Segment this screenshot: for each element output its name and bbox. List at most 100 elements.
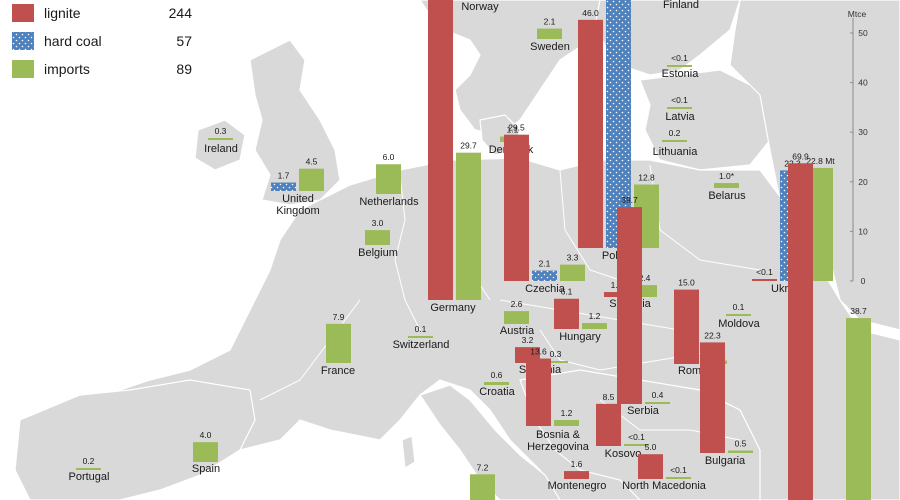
bar-value-label: 2.1 xyxy=(544,17,556,27)
bar-value-label: 29.7 xyxy=(460,141,477,151)
bar-value-label: 0.1 xyxy=(733,302,745,312)
bar-hard_coal-czechia xyxy=(532,270,557,281)
country-group-belarus: 1.0* Belarus xyxy=(708,171,746,202)
bar-value-label: 0.2 xyxy=(669,128,681,138)
legend-value-imports: 89 xyxy=(176,61,192,77)
country-group-croatia: 0.6 Croatia xyxy=(479,370,515,398)
country-group-portugal: 0.2 Portugal xyxy=(69,456,110,483)
country-name-label: Spain xyxy=(192,463,220,475)
bar-imports-sweden xyxy=(537,28,562,39)
bar-value-label: 1.2 xyxy=(561,408,573,418)
bar-imports-netherlands xyxy=(376,164,401,194)
country-name-label: Latvia xyxy=(665,111,695,123)
country-group-turkey: 38.7Turkey xyxy=(846,306,871,500)
bar-imports-kosovo xyxy=(624,444,649,446)
bar-lignite-poland xyxy=(578,19,603,249)
bar-value-label: 6.0 xyxy=(383,152,395,162)
country-name-label: Czechia xyxy=(525,283,566,295)
country-name-label: Bosnia & xyxy=(536,429,581,441)
bar-value-label: 1.2 xyxy=(589,311,601,321)
country-group-moldova: 0.1 Moldova xyxy=(718,302,760,330)
bar-value-label: <0.1 xyxy=(756,267,773,277)
bar-value-label: 39.7 xyxy=(621,195,638,205)
bar-value-label: 4.5 xyxy=(306,157,318,167)
bar-value-label: 2.6 xyxy=(511,299,523,309)
bar-value-label: 0.3 xyxy=(215,126,227,136)
bar-value-label: 1.1 xyxy=(507,125,519,135)
bar-value-label: 7.9 xyxy=(333,312,345,322)
landmass-italy xyxy=(419,384,561,500)
bar-imports-czechia xyxy=(560,264,585,281)
country-group-czechia: 29.5 2.1 3.3 Czechia xyxy=(504,123,585,295)
bar-imports-croatia xyxy=(484,382,509,385)
bar-imports-austria xyxy=(504,311,529,324)
bar-value-label: 22.3 xyxy=(704,330,721,340)
scale-unit-label: Mtce xyxy=(848,9,867,19)
scale-tick-label: 50 xyxy=(858,28,868,38)
bar-imports-slovakia xyxy=(632,285,657,297)
border-line xyxy=(394,174,421,331)
bar-imports-slovenia xyxy=(543,361,568,363)
legend-value-hard_coal: 57 xyxy=(176,33,192,49)
legend-swatch-imports xyxy=(12,60,34,78)
bar-lignite-romania xyxy=(674,289,699,364)
bar-value-label: 15.0 xyxy=(678,278,695,288)
legend-swatch-hard_coal xyxy=(12,32,34,50)
bar-value-label: 13.6 xyxy=(530,347,547,357)
country-group-serbia: 39.7 0.4 Serbia xyxy=(617,195,670,417)
bar-lignite-bulgaria xyxy=(700,342,725,453)
country-name-label: Austria xyxy=(500,325,535,337)
bar-value-label: 3.0 xyxy=(372,218,384,228)
bar-value-label: 46.0 xyxy=(582,8,599,18)
country-group-norway: Norway xyxy=(461,1,499,13)
border-line xyxy=(259,299,361,401)
bar-value-label: 0.2 xyxy=(83,456,95,466)
bar-imports-italy xyxy=(470,474,495,500)
bar-hard_coal-united-kingdom xyxy=(271,182,296,191)
bar-value-label: 38.7 xyxy=(850,306,867,316)
bar-imports-portugal xyxy=(76,468,101,470)
bar-imports-belarus xyxy=(714,183,739,188)
country-name-label: Hungary xyxy=(559,331,601,343)
bar-lignite-czechia xyxy=(504,134,529,281)
legend: lignite 244 hard coal 57 imports 89 xyxy=(12,4,192,78)
country-name-label: North Macedonia xyxy=(622,480,707,492)
bar-imports-ireland xyxy=(208,138,233,140)
country-group-estonia: <0.1 Estonia xyxy=(662,53,700,80)
country-group-italy: 7.2Italy xyxy=(470,462,495,500)
legend-value-lignite: 244 xyxy=(169,5,193,21)
bar-imports-hungary xyxy=(582,323,607,329)
bar-imports-north-macedonia xyxy=(666,477,691,479)
bar-imports-united-kingdom xyxy=(299,168,324,191)
bar-value-label: 5.0 xyxy=(645,442,657,452)
country-name-label: Belarus xyxy=(708,190,746,202)
bar-imports-moldova xyxy=(726,314,751,316)
country-name-label: Lithuania xyxy=(653,146,699,158)
country-name-label: Portugal xyxy=(69,471,110,483)
legend-label-lignite: lignite xyxy=(44,5,81,21)
country-name-label: Croatia xyxy=(479,386,515,398)
country-group-montenegro: 1.6 Montenegro xyxy=(548,459,607,492)
bar-lignite-hungary xyxy=(554,298,579,329)
country-name-label: Herzegovina xyxy=(527,441,590,453)
bar-value-label: <0.1 xyxy=(671,53,688,63)
bar-lignite-slovakia xyxy=(604,292,629,297)
country-name-label: Kosovo xyxy=(605,448,642,460)
landmass-iberia xyxy=(14,379,256,500)
scale-tick-label: 0 xyxy=(861,276,866,286)
bar-value-label: 7.2 xyxy=(477,462,489,472)
country-group-spain: 4.0 Spain xyxy=(192,430,220,475)
bar-imports-serbia xyxy=(645,402,670,404)
scale-tick-label: 30 xyxy=(858,127,868,137)
country-name-label: France xyxy=(321,365,355,377)
country-name-label: Finland xyxy=(663,0,699,11)
country-name-label: Sweden xyxy=(530,41,570,53)
bar-imports-belgium xyxy=(365,230,390,245)
country-group-netherlands: 6.0 Netherlands xyxy=(359,152,419,208)
country-group-lithuania: 0.2 Lithuania xyxy=(653,128,699,158)
country-name-label: Serbia xyxy=(627,405,660,417)
bar-value-label: 0.1 xyxy=(415,324,427,334)
bar-value-label: 4.0 xyxy=(200,430,212,440)
country-name-label: Switzerland xyxy=(393,339,450,351)
